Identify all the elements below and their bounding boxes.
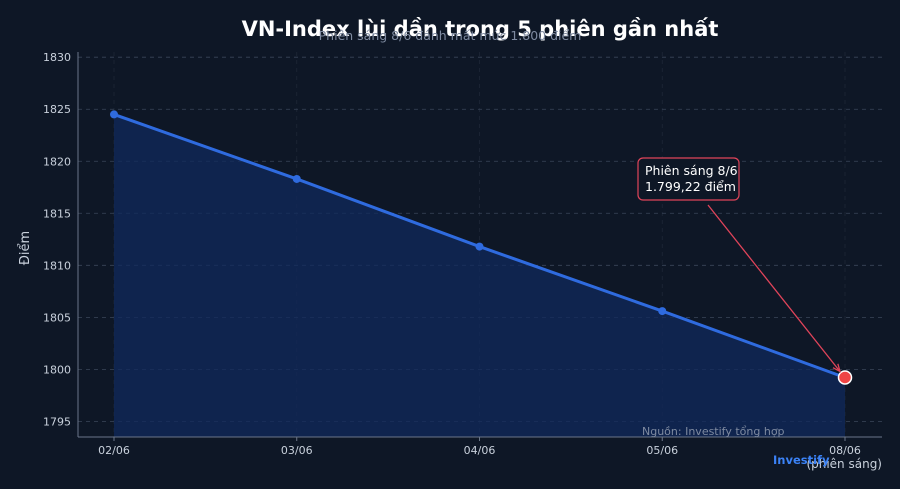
highlight-point [837, 370, 853, 385]
y-tick-label: 1800 [43, 363, 71, 376]
annotation-arrow-head [832, 363, 842, 373]
annotation-line-2: 1.799,22 điểm [645, 179, 736, 194]
y-tick-label: 1810 [43, 259, 71, 272]
data-point-0 [110, 110, 118, 119]
y-tick-label: 1815 [43, 207, 71, 220]
x-tick-label: 08/06 [829, 444, 861, 457]
x-axis-label: (phiên sáng) [806, 457, 882, 471]
y-axis-label: Điểm [18, 231, 33, 265]
y-tick-label: 1830 [43, 51, 71, 64]
data-point-1 [292, 174, 301, 183]
x-tick-labels: 02/06 03/06 04/06 05/06 08/06 [98, 437, 861, 457]
y-tick-label: 1805 [43, 311, 71, 324]
x-tick-label: 04/06 [464, 444, 496, 457]
source-note: Nguồn: Investify tổng hợp [642, 425, 785, 438]
chart-subtitle: Phiên sáng 8/6 đánh mất mức 1.800 điểm [319, 28, 582, 43]
area-fill [114, 114, 845, 437]
x-tick-label: 02/06 [98, 444, 130, 457]
annotation-box [637, 157, 740, 201]
data-point-3 [658, 307, 667, 316]
y-tick-label: 1795 [43, 415, 71, 428]
y-tick-labels: 1795 1800 1805 1810 1815 1820 1825 1830 [43, 51, 71, 428]
annotation: Phiên sáng 8/6 1.799,22 điểm [637, 157, 842, 373]
x-tick-label: 03/06 [281, 444, 313, 457]
data-point-2 [475, 242, 484, 251]
brand-logo: Investify [773, 453, 830, 467]
area-polygon [114, 114, 845, 437]
x-tick-label: 05/06 [646, 444, 678, 457]
data-points [110, 110, 853, 385]
y-tick-label: 1820 [43, 155, 71, 168]
annotation-arrow-line [707, 204, 841, 372]
annotation-line-1: Phiên sáng 8/6 [645, 163, 738, 178]
chart-title: VN-Index lùi dần trong 5 phiên gần nhất [242, 17, 719, 41]
y-tick-label: 1825 [43, 103, 71, 116]
